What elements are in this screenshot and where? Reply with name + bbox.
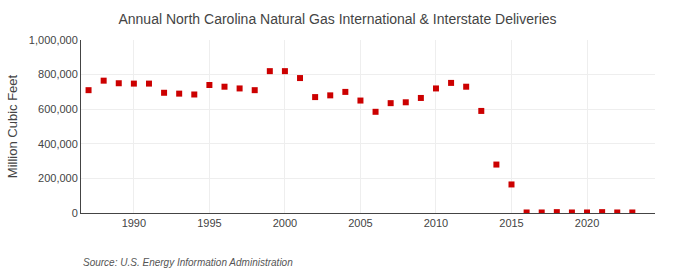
svg-text:0: 0 [72,207,78,219]
svg-text:2010: 2010 [424,217,448,229]
svg-text:600,000: 600,000 [38,103,78,115]
svg-text:2000: 2000 [273,217,297,229]
svg-text:2015: 2015 [499,217,523,229]
svg-text:Source: U.S. Energy Informatio: Source: U.S. Energy Information Administ… [83,257,293,268]
svg-text:200,000: 200,000 [38,172,78,184]
svg-text:1,000,000: 1,000,000 [29,34,78,46]
svg-text:1990: 1990 [122,217,146,229]
svg-text:Annual North Carolina Natural: Annual North Carolina Natural Gas Intern… [118,11,556,27]
svg-text:800,000: 800,000 [38,68,78,80]
svg-text:1995: 1995 [197,217,221,229]
svg-text:Million Cubic Feet: Million Cubic Feet [5,74,20,178]
svg-text:2005: 2005 [348,217,372,229]
svg-text:2020: 2020 [575,217,599,229]
svg-text:400,000: 400,000 [38,138,78,150]
